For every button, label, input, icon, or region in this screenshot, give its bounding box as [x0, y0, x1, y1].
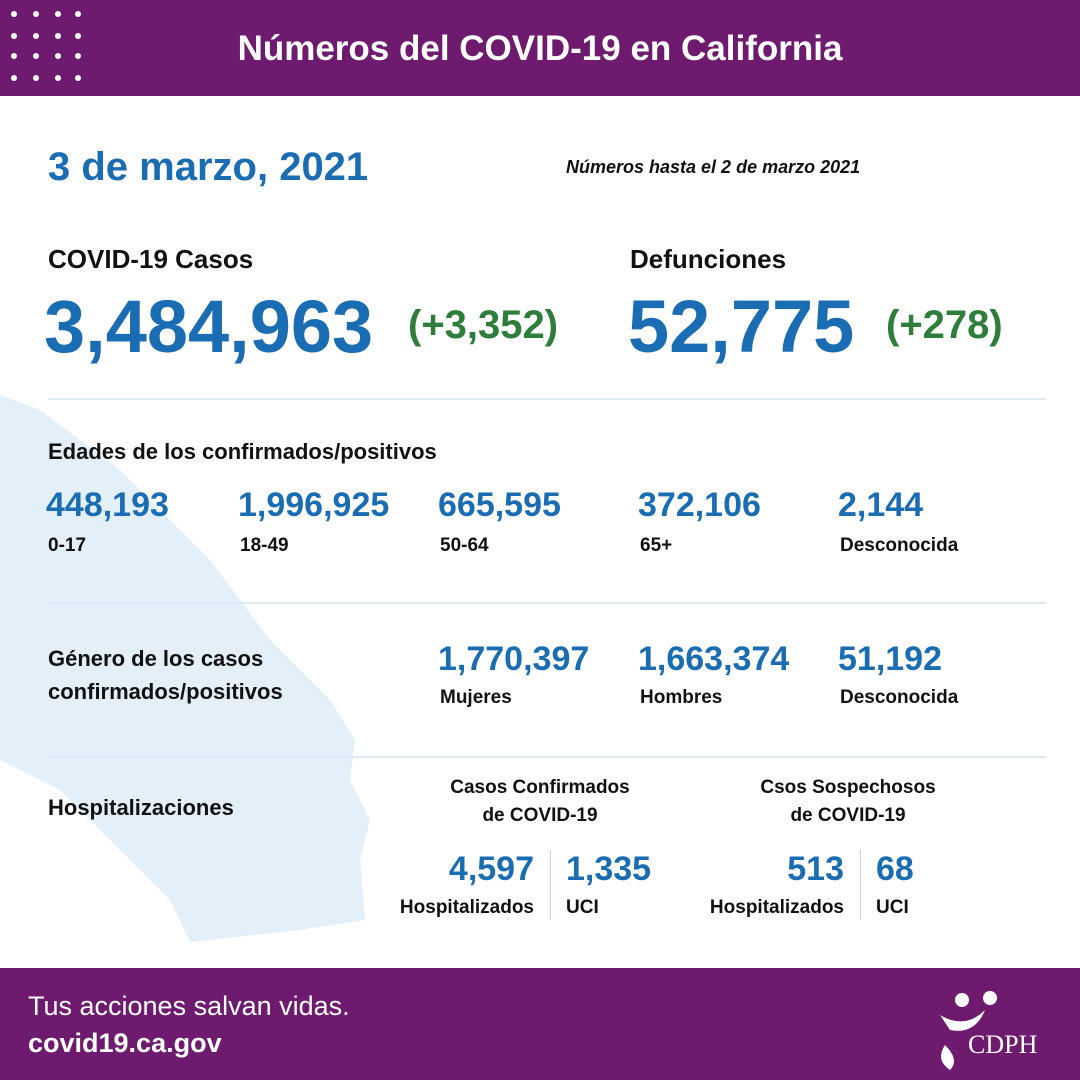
report-date: 3 de marzo, 2021 — [48, 145, 369, 189]
age-label: 65+ — [640, 535, 673, 556]
hosp-value: 68 — [876, 850, 914, 888]
footer-band — [0, 968, 1080, 1080]
age-value: 2,144 — [838, 486, 924, 524]
divider — [860, 850, 861, 920]
california-map — [0, 395, 370, 942]
gender-label: Desconocida — [840, 687, 959, 708]
hosp-value: 1,335 — [566, 850, 652, 888]
footer-logo: CDPH — [968, 1030, 1038, 1059]
footer-tagline: Tus acciones salvan vidas. — [28, 991, 350, 1021]
gender-label: Mujeres — [440, 687, 512, 708]
suspected-title-line: de COVID-19 — [790, 805, 906, 826]
as-of-note: Números hasta el 2 de marzo 2021 — [566, 157, 861, 177]
hosp-label: UCI — [566, 897, 599, 918]
age-value: 448,193 — [46, 486, 169, 524]
gender-value: 51,192 — [838, 640, 942, 678]
age-value: 372,106 — [638, 486, 761, 524]
separator — [48, 398, 1046, 400]
dot-pattern — [11, 11, 81, 81]
confirmed-title-line: Casos Confirmados — [450, 777, 630, 798]
deaths-total: 52,775 — [628, 285, 855, 368]
hosp-label: UCI — [876, 897, 909, 918]
header-title: Números del COVID-19 en California — [237, 29, 843, 68]
footer-url: covid19.ca.gov — [28, 1028, 222, 1058]
deaths-label: Defunciones — [630, 244, 787, 274]
cases-change: (+3,352) — [408, 303, 559, 347]
age-label: 50-64 — [440, 535, 489, 556]
suspected-title-line: Csos Sospechosos — [760, 777, 936, 798]
gender-value: 1,770,397 — [438, 640, 590, 678]
deaths-change: (+278) — [886, 303, 1003, 347]
age-label: 0-17 — [48, 535, 87, 556]
age-value: 665,595 — [438, 486, 561, 524]
hosp-label: Hospitalizados — [399, 897, 534, 918]
confirmed-title-line: de COVID-19 — [482, 805, 598, 826]
cases-label: COVID-19 Casos — [48, 244, 254, 274]
age-value: 1,996,925 — [238, 486, 390, 524]
hosp-label: Hospitalizados — [709, 897, 844, 918]
cases-total: 3,484,963 — [44, 285, 374, 368]
separator — [48, 602, 1046, 604]
ages-title: Edades de los confirmados/positivos — [48, 439, 437, 464]
hosp-value: 513 — [787, 850, 844, 888]
gender-label: Hombres — [640, 687, 723, 708]
divider — [550, 850, 551, 920]
cdph-logo-figure — [940, 991, 997, 1070]
hosp-value: 4,597 — [448, 850, 534, 888]
age-label: Desconocida — [840, 535, 959, 556]
gender-value: 1,663,374 — [638, 640, 790, 678]
gender-title-line: confirmados/positivos — [48, 679, 283, 704]
age-label: 18-49 — [240, 535, 289, 556]
header-band — [0, 0, 1080, 96]
hospitalizations-title: Hospitalizaciones — [48, 795, 234, 820]
gender-title-line: Género de los casos — [48, 646, 264, 671]
separator — [48, 756, 1046, 758]
